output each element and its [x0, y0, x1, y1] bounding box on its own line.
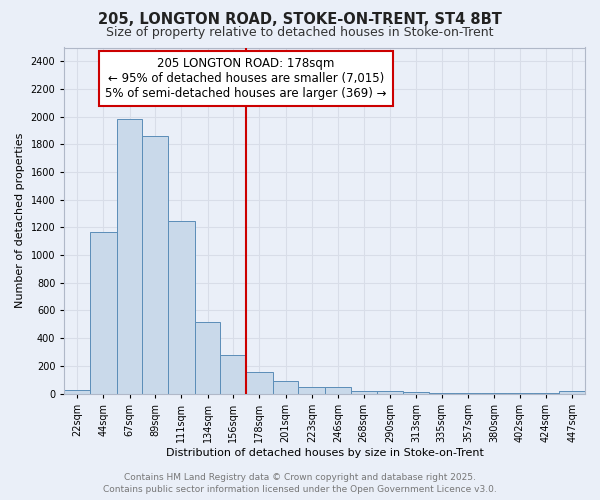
Bar: [351, 391, 377, 394]
Bar: [403, 392, 429, 394]
Bar: [90, 232, 117, 394]
Text: Size of property relative to detached houses in Stoke-on-Trent: Size of property relative to detached ho…: [106, 26, 494, 39]
Bar: [142, 136, 168, 394]
Bar: [246, 372, 273, 394]
Bar: [117, 120, 142, 394]
Bar: [325, 388, 351, 394]
Bar: [429, 393, 455, 394]
Bar: [273, 381, 298, 394]
Y-axis label: Number of detached properties: Number of detached properties: [15, 133, 25, 308]
Text: Contains HM Land Registry data © Crown copyright and database right 2025.
Contai: Contains HM Land Registry data © Crown c…: [103, 472, 497, 494]
Bar: [64, 390, 90, 394]
Bar: [377, 391, 403, 394]
Text: 205 LONGTON ROAD: 178sqm
← 95% of detached houses are smaller (7,015)
5% of semi: 205 LONGTON ROAD: 178sqm ← 95% of detach…: [105, 57, 387, 100]
Bar: [298, 388, 325, 394]
Bar: [559, 392, 585, 394]
Bar: [168, 221, 195, 394]
X-axis label: Distribution of detached houses by size in Stoke-on-Trent: Distribution of detached houses by size …: [166, 448, 484, 458]
Bar: [195, 322, 220, 394]
Text: 205, LONGTON ROAD, STOKE-ON-TRENT, ST4 8BT: 205, LONGTON ROAD, STOKE-ON-TRENT, ST4 8…: [98, 12, 502, 28]
Bar: [220, 355, 246, 394]
